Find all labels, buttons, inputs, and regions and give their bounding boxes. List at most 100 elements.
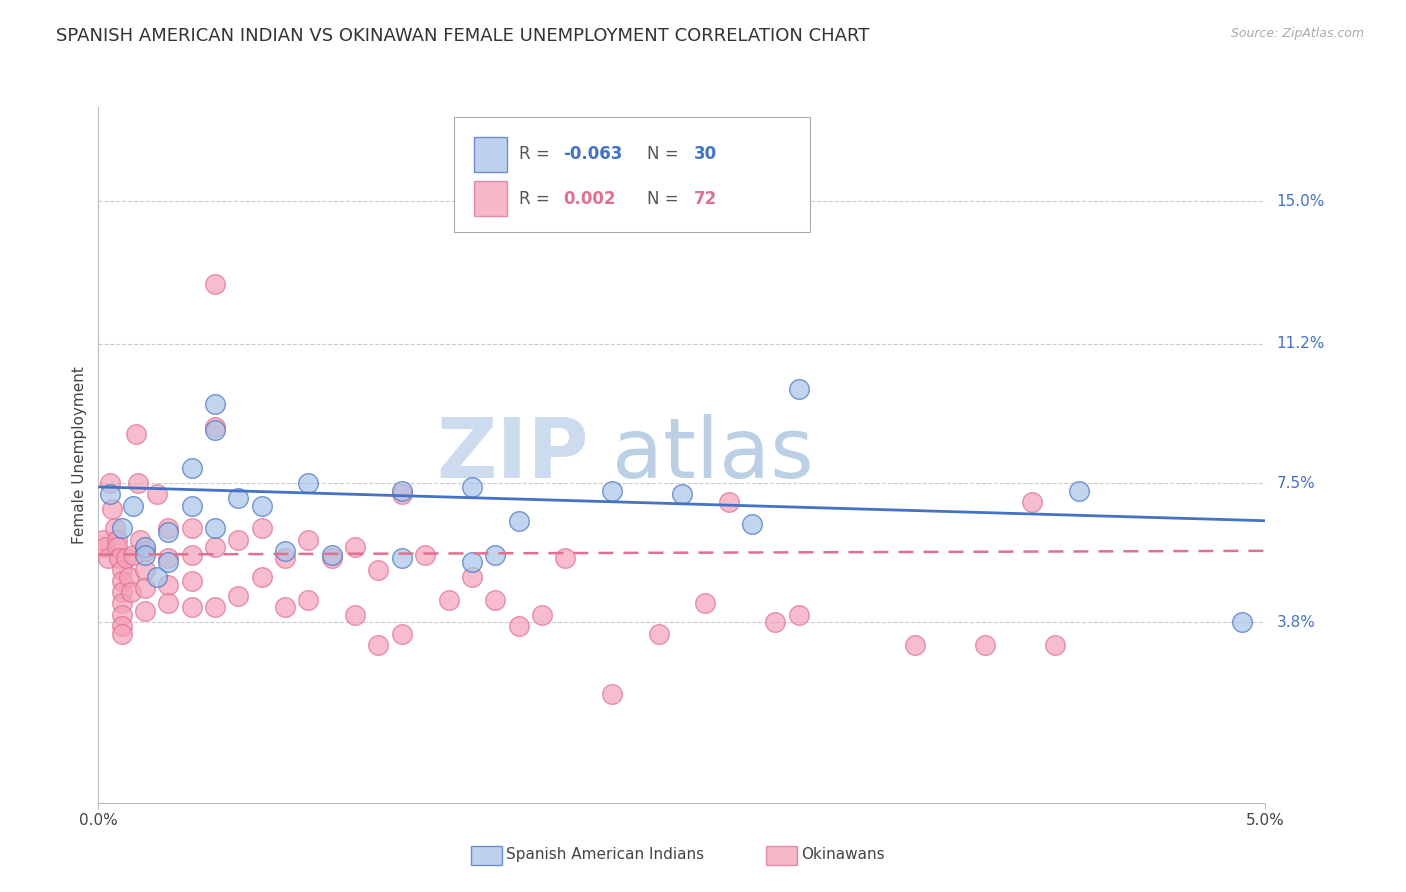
Point bbox=[111, 607, 134, 622]
Point bbox=[111, 521, 134, 535]
Point bbox=[391, 483, 413, 498]
Point bbox=[157, 524, 180, 539]
Text: 11.2%: 11.2% bbox=[1277, 336, 1324, 351]
Point bbox=[391, 551, 413, 566]
Point bbox=[101, 502, 124, 516]
Point bbox=[600, 687, 623, 701]
Text: 0.002: 0.002 bbox=[562, 190, 616, 208]
Point bbox=[508, 619, 530, 633]
Point bbox=[204, 540, 226, 554]
Point bbox=[111, 597, 134, 611]
Point bbox=[134, 582, 156, 596]
Point bbox=[134, 604, 156, 618]
Point bbox=[204, 424, 226, 438]
Point bbox=[554, 551, 576, 566]
Point bbox=[250, 570, 273, 584]
Point bbox=[391, 487, 413, 501]
Text: 72: 72 bbox=[693, 190, 717, 208]
Point bbox=[367, 638, 389, 652]
Point bbox=[904, 638, 927, 652]
Point bbox=[671, 487, 693, 501]
Point bbox=[105, 533, 128, 547]
Point bbox=[97, 551, 120, 566]
Point bbox=[134, 563, 156, 577]
Point bbox=[146, 570, 169, 584]
Point bbox=[204, 419, 226, 434]
Point bbox=[741, 517, 763, 532]
Point bbox=[108, 551, 131, 566]
Point bbox=[111, 626, 134, 640]
Point bbox=[508, 514, 530, 528]
Text: Source: ZipAtlas.com: Source: ZipAtlas.com bbox=[1230, 27, 1364, 40]
Point bbox=[94, 540, 117, 554]
Point bbox=[974, 638, 997, 652]
Text: 7.5%: 7.5% bbox=[1277, 475, 1315, 491]
Point bbox=[695, 597, 717, 611]
Point bbox=[274, 551, 297, 566]
Point bbox=[204, 600, 226, 615]
Point bbox=[787, 607, 810, 622]
Point bbox=[91, 533, 114, 547]
Text: SPANISH AMERICAN INDIAN VS OKINAWAN FEMALE UNEMPLOYMENT CORRELATION CHART: SPANISH AMERICAN INDIAN VS OKINAWAN FEMA… bbox=[56, 27, 870, 45]
Point bbox=[391, 626, 413, 640]
Point bbox=[647, 626, 669, 640]
Point bbox=[321, 551, 343, 566]
Point bbox=[146, 487, 169, 501]
Point bbox=[180, 574, 202, 588]
Point bbox=[274, 600, 297, 615]
Point bbox=[437, 592, 460, 607]
Bar bbox=[474, 137, 508, 172]
Point bbox=[274, 544, 297, 558]
Text: N =: N = bbox=[647, 145, 683, 163]
Point bbox=[717, 495, 740, 509]
Point bbox=[763, 615, 786, 630]
Point bbox=[98, 476, 121, 491]
Point bbox=[484, 592, 506, 607]
Point bbox=[228, 533, 250, 547]
Point bbox=[180, 499, 202, 513]
Point bbox=[204, 521, 226, 535]
Point bbox=[98, 487, 121, 501]
Point bbox=[104, 521, 127, 535]
Point bbox=[344, 540, 367, 554]
Point bbox=[204, 277, 226, 291]
Point bbox=[297, 476, 319, 491]
Point bbox=[111, 563, 134, 577]
Point bbox=[413, 548, 436, 562]
Text: N =: N = bbox=[647, 190, 683, 208]
Point bbox=[157, 577, 180, 591]
Text: 15.0%: 15.0% bbox=[1277, 194, 1324, 209]
Point bbox=[118, 570, 141, 584]
Text: Okinawans: Okinawans bbox=[801, 847, 884, 862]
FancyBboxPatch shape bbox=[454, 118, 810, 232]
Point bbox=[111, 585, 134, 599]
Point bbox=[344, 607, 367, 622]
Text: 3.8%: 3.8% bbox=[1277, 615, 1316, 630]
Point bbox=[180, 461, 202, 475]
Text: ZIP: ZIP bbox=[436, 415, 589, 495]
Point bbox=[127, 476, 149, 491]
Point bbox=[204, 397, 226, 411]
Point bbox=[134, 540, 156, 554]
Point bbox=[250, 521, 273, 535]
Point bbox=[787, 382, 810, 396]
Point bbox=[1067, 483, 1090, 498]
Point bbox=[134, 544, 156, 558]
Point bbox=[228, 589, 250, 603]
Text: Spanish American Indians: Spanish American Indians bbox=[506, 847, 704, 862]
Bar bbox=[474, 181, 508, 216]
Point bbox=[111, 619, 134, 633]
Point bbox=[105, 540, 128, 554]
Text: 30: 30 bbox=[693, 145, 717, 163]
Point bbox=[367, 563, 389, 577]
Point bbox=[297, 592, 319, 607]
Point bbox=[157, 551, 180, 566]
Point bbox=[122, 499, 145, 513]
Point bbox=[321, 548, 343, 562]
Point bbox=[250, 499, 273, 513]
Point bbox=[111, 574, 134, 588]
Point bbox=[157, 597, 180, 611]
Y-axis label: Female Unemployment: Female Unemployment bbox=[72, 366, 87, 544]
Point bbox=[180, 548, 202, 562]
Point bbox=[122, 548, 145, 562]
